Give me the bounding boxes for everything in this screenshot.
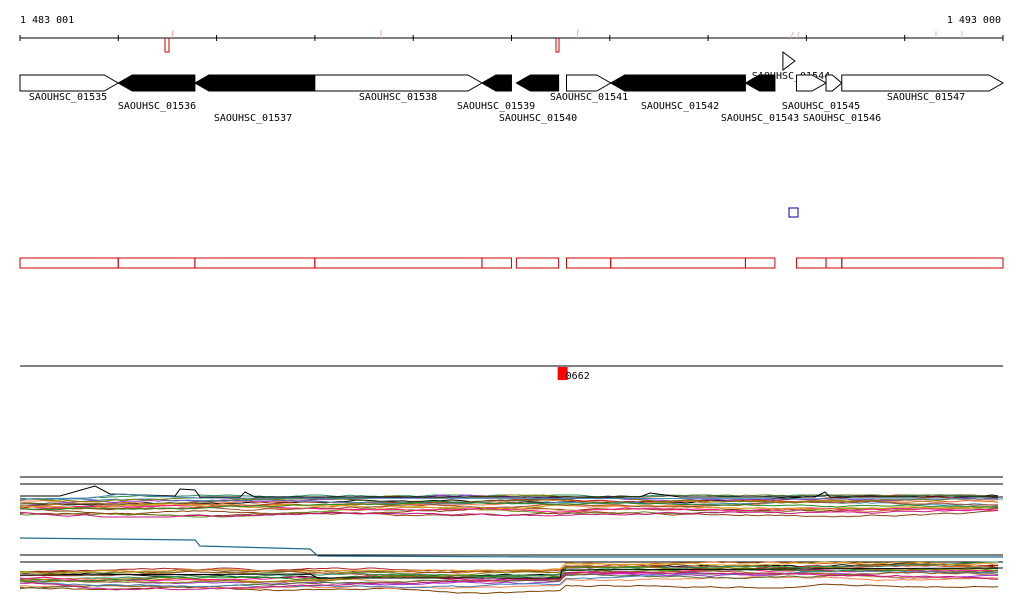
- feature-box[interactable]: [796, 257, 827, 269]
- ruler-end-label: 1 493 000: [947, 15, 1001, 26]
- feature-box[interactable]: [19, 257, 119, 269]
- marker-flag[interactable]: [557, 367, 568, 380]
- marker-label: 0662: [566, 371, 590, 382]
- feature-box[interactable]: [841, 257, 1004, 269]
- gene-label: SAOUHSC_01540: [499, 113, 577, 124]
- gene-arrow[interactable]: [314, 74, 483, 92]
- gene-label: SAOUHSC_01535: [29, 92, 107, 103]
- coverage-line: [19, 508, 999, 518]
- feature-box[interactable]: [194, 257, 316, 269]
- gene-label: SAOUHSC_01547: [887, 92, 965, 103]
- gene-label: SAOUHSC_01546: [803, 113, 881, 124]
- ruler-peak: [790, 31, 794, 39]
- coverage-line: [19, 499, 999, 508]
- feature-box[interactable]: [566, 257, 612, 269]
- small-feature-box[interactable]: [788, 207, 799, 218]
- feature-box[interactable]: [825, 257, 843, 269]
- ruler-peak: [164, 38, 170, 53]
- coverage-line: [19, 571, 999, 591]
- ruler-peak: [796, 31, 800, 39]
- coverage-line: [19, 567, 1004, 579]
- coverage-line: [19, 537, 1003, 558]
- feature-box[interactable]: [610, 257, 746, 269]
- gene-arrow[interactable]: [480, 74, 512, 92]
- coverage-line: [19, 567, 999, 583]
- coordinate-ruler: 1 483 001 1 493 000: [19, 15, 1004, 53]
- coverage-line: [19, 500, 999, 511]
- feature-box[interactable]: [117, 257, 196, 269]
- gene-arrow[interactable]: [566, 74, 612, 92]
- gene-label: SAOUHSC_01539: [457, 101, 535, 112]
- coverage-line: [19, 565, 999, 584]
- coverage-panel-top: [19, 476, 1004, 518]
- feature-box[interactable]: [744, 257, 776, 269]
- gene-track[interactable]: SAOUHSC_01535 SAOUHSC_01536 SAOUHSC_01537 S…: [19, 51, 1005, 124]
- gene-label: SAOUHSC_01542: [641, 101, 719, 112]
- gene-arrow[interactable]: [841, 74, 1005, 92]
- gene-arrow[interactable]: [796, 74, 828, 92]
- ruler-peak: [555, 38, 560, 53]
- gene-label: SAOUHSC_01545: [782, 101, 860, 112]
- coverage-line: [20, 485, 1003, 498]
- coverage-line: [19, 561, 999, 576]
- coverage-line: [19, 572, 999, 586]
- feature-box[interactable]: [515, 257, 560, 269]
- marker-track: 0662: [20, 365, 1003, 382]
- gene-label: SAOUHSC_01543: [721, 113, 799, 124]
- gene-label: SAOUHSC_01544: [752, 71, 830, 82]
- coverage-line: [19, 500, 999, 511]
- ruler-ticks: [19, 35, 1004, 41]
- coverage-lines-top: [19, 485, 1004, 518]
- gene-label: SAOUHSC_01536: [118, 101, 196, 112]
- coverage-lines-bottom: [19, 537, 1004, 595]
- gene-arrow[interactable]: [193, 74, 316, 92]
- feature-track[interactable]: [19, 257, 1004, 269]
- coverage-line: [19, 561, 998, 581]
- gene-arrow[interactable]: [782, 51, 796, 71]
- ruler-peak: [576, 28, 579, 39]
- ruler-peak: [171, 29, 174, 39]
- gene-arrow[interactable]: [117, 74, 196, 92]
- gene-label: SAOUHSC_01541: [550, 92, 628, 103]
- gene-label: SAOUHSC_01538: [359, 92, 437, 103]
- ruler-peaks: [164, 28, 963, 53]
- feature-box[interactable]: [481, 257, 512, 269]
- coverage-line: [19, 494, 999, 504]
- gene-label: SAOUHSC_01537: [214, 113, 292, 124]
- gene-arrow[interactable]: [609, 74, 746, 92]
- coverage-line: [19, 493, 1004, 500]
- coverage-line: [19, 503, 999, 510]
- ruler-start-label: 1 483 001: [20, 15, 74, 26]
- gene-arrow[interactable]: [744, 74, 776, 92]
- feature-box[interactable]: [314, 257, 483, 269]
- gene-arrow[interactable]: [19, 74, 120, 92]
- gene-arrow[interactable]: [515, 74, 560, 92]
- coverage-line: [19, 494, 999, 506]
- gene-arrow[interactable]: [825, 74, 843, 92]
- coverage-panel-bottom: [19, 537, 1004, 595]
